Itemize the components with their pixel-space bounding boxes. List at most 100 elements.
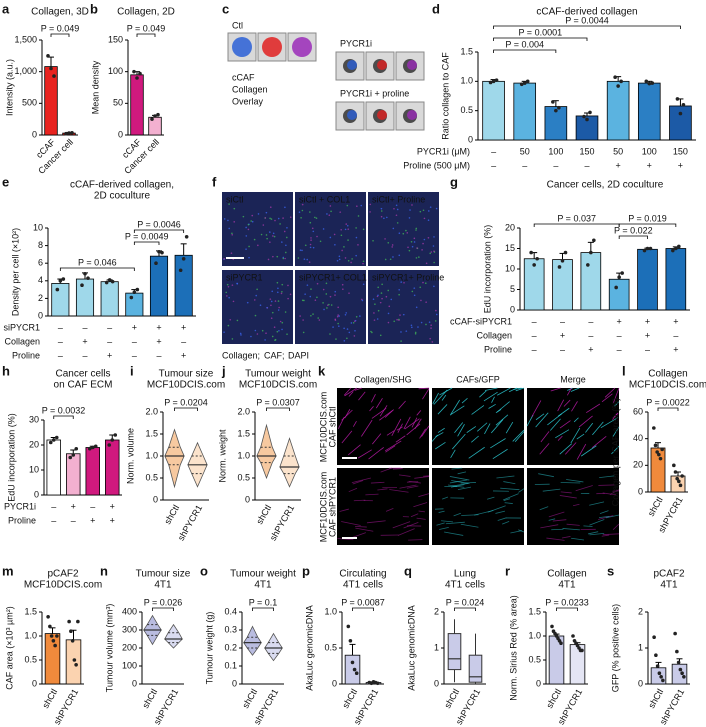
panel-label: siPYCR1+ COL1: [299, 272, 367, 282]
speckle: [261, 329, 264, 332]
p-value: P = 0.0046: [137, 219, 181, 229]
speckle: [356, 205, 358, 208]
speckle: [411, 290, 414, 293]
data-point: [104, 280, 109, 285]
data-point: [70, 130, 74, 135]
fiber: [531, 400, 542, 417]
bar: [65, 639, 82, 685]
p-value: P = 0.0233: [545, 597, 589, 607]
speckle: [340, 228, 342, 231]
speckle: [362, 228, 365, 231]
speckle: [323, 308, 325, 311]
violin: [279, 437, 300, 488]
fiber: [484, 387, 498, 391]
speckle: [421, 249, 423, 251]
condition-label: Proline: [8, 515, 36, 525]
fiber: [395, 435, 406, 443]
condition-value: –: [588, 330, 593, 340]
speckle: [357, 215, 360, 217]
y-tick-label: 0: [468, 134, 473, 144]
speckle: [387, 241, 390, 244]
speckle: [272, 255, 274, 258]
condition-value: –: [71, 515, 76, 525]
fiber: [602, 492, 617, 496]
data-point: [110, 279, 115, 284]
speckle: [266, 306, 268, 309]
data-point: [76, 619, 80, 624]
data-point: [660, 447, 664, 452]
y-axis-label: EdU incorporation (%): [6, 413, 16, 502]
speckle: [287, 297, 289, 300]
speckle: [276, 255, 279, 258]
speckle: [236, 319, 239, 322]
fiber: [540, 431, 550, 443]
fiber: [510, 530, 523, 534]
speckle: [242, 215, 245, 218]
condition-value: +: [90, 515, 95, 525]
speckle: [250, 220, 252, 222]
speckle: [251, 220, 254, 223]
y-tick-label: 2.0: [237, 406, 250, 416]
fiber: [471, 435, 479, 443]
data-point: [113, 433, 118, 437]
y-tick-label: 20: [633, 460, 643, 470]
fiber: [441, 394, 447, 401]
violin: [256, 423, 277, 480]
speckle: [379, 301, 382, 304]
fiber: [450, 449, 456, 459]
chart-title: Collagen, 3D: [31, 7, 89, 18]
speckle: [337, 322, 339, 325]
fiber: [379, 405, 388, 417]
data-point: [675, 97, 680, 101]
panel-letter: p: [302, 563, 310, 578]
fiber: [503, 481, 516, 485]
y-tick-label: 20: [29, 439, 39, 449]
speckle: [231, 233, 234, 236]
speckle: [372, 239, 374, 242]
fiber: [366, 520, 386, 524]
bar: [46, 439, 61, 496]
data-point: [582, 114, 586, 119]
speckle: [389, 258, 392, 261]
fiber: [468, 446, 485, 459]
fiber: [504, 502, 513, 504]
x-tick-label: shCtl: [162, 503, 181, 526]
fiber: [601, 393, 613, 403]
fiber: [602, 533, 620, 536]
speckle: [422, 281, 424, 284]
speckle: [283, 230, 286, 233]
data-point: [672, 463, 676, 468]
x-tick-label: shCtl: [340, 687, 359, 710]
y-tick-label: 0: [245, 494, 250, 504]
speckle: [427, 219, 430, 222]
speckle: [310, 288, 312, 290]
speckle: [329, 205, 332, 207]
data-point: [529, 250, 533, 255]
y-axis-label: AkaLuc genomicDNA: [406, 605, 416, 691]
speckle: [343, 246, 345, 248]
condition-value: +: [110, 501, 115, 511]
fiber: [535, 412, 549, 428]
condition-value: –: [156, 350, 161, 360]
data-point: [614, 285, 618, 290]
fiber: [474, 510, 494, 516]
data-point: [83, 271, 87, 276]
data-point: [522, 81, 527, 85]
speckle: [369, 211, 371, 213]
speckle: [306, 284, 309, 286]
speckle: [277, 300, 280, 302]
data-point: [592, 238, 596, 243]
data-point: [107, 443, 112, 447]
caption: DAPI: [288, 350, 309, 360]
data-point: [563, 250, 568, 255]
speckle: [400, 331, 402, 333]
chart-title: pCAF2: [653, 569, 685, 580]
data-point: [650, 81, 655, 85]
micrograph: [295, 270, 366, 344]
fiber: [399, 484, 417, 489]
fiber: [605, 514, 620, 519]
speckle: [341, 249, 343, 252]
speckle: [431, 341, 434, 343]
fiber: [386, 430, 395, 436]
speckle: [227, 324, 230, 327]
